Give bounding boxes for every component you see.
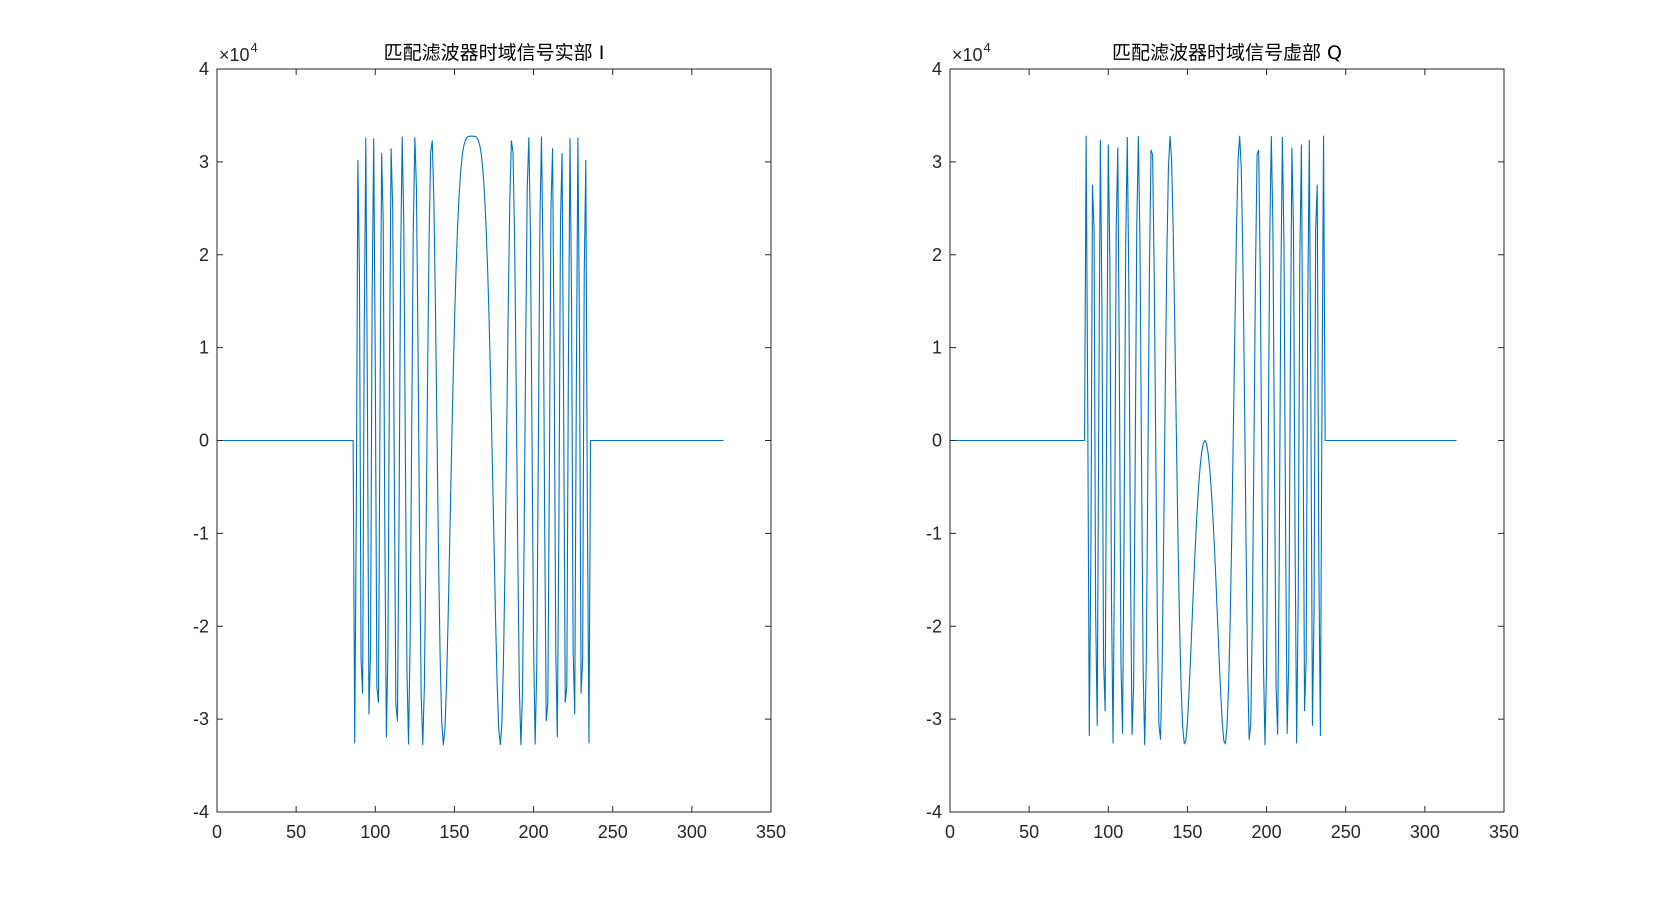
y-tick-label: -1 [193,523,209,543]
x-tick-label: 250 [1331,822,1361,842]
y-exponent-power: 4 [984,40,991,55]
x-tick-label: 300 [1410,822,1440,842]
x-tick-label: 300 [677,822,707,842]
y-tick-label: 4 [932,59,942,79]
x-tick-label: 0 [212,822,222,842]
y-tick-label: -1 [926,523,942,543]
x-tick-label: 150 [1172,822,1202,842]
y-tick-label: 3 [199,152,209,172]
chart-title: 匹配滤波器时域信号虚部 Q [1112,42,1342,64]
x-tick-label: 350 [756,822,786,842]
x-tick-label: 0 [945,822,955,842]
x-tick-label: 50 [1019,822,1039,842]
x-tick-label: 150 [439,822,469,842]
chart-imag-part: 匹配滤波器时域信号虚部 Q 0 50 100 150 200 250 300 350 -4 -3 -… [926,40,1519,842]
y-tick-label: 2 [199,245,209,265]
y-tick-label: 4 [199,59,209,79]
y-tick-label: 3 [932,152,942,172]
y-tick-label: -2 [193,616,209,636]
y-tick-label: -4 [926,802,942,822]
series-line [218,135,724,746]
y-tick-label: 0 [932,431,942,451]
chart-real-part: 匹配滤波器时域信号实部 I 0 50 100 150 200 250 300 350 -4 -3 -… [193,40,786,842]
series-line [951,135,1457,746]
y-tick-label: -2 [926,616,942,636]
y-exponent-label: ×10 [952,45,983,65]
y-tick-label: -4 [193,802,209,822]
y-exponent-label: ×10 [219,45,250,65]
x-tick-label: 100 [1093,822,1123,842]
x-tick-label: 350 [1489,822,1519,842]
y-tick-label: 1 [932,338,942,358]
y-tick-label: -3 [926,709,942,729]
x-tick-label: 250 [598,822,628,842]
y-exponent-power: 4 [251,40,258,55]
x-tick-label: 100 [360,822,390,842]
x-tick-label: 200 [1252,822,1282,842]
y-tick-label: -3 [193,709,209,729]
y-tick-label: 1 [199,338,209,358]
x-tick-label: 200 [519,822,549,842]
y-tick-label: 2 [932,245,942,265]
x-tick-label: 50 [286,822,306,842]
chart-title: 匹配滤波器时域信号实部 I [384,42,605,64]
y-tick-label: 0 [199,431,209,451]
